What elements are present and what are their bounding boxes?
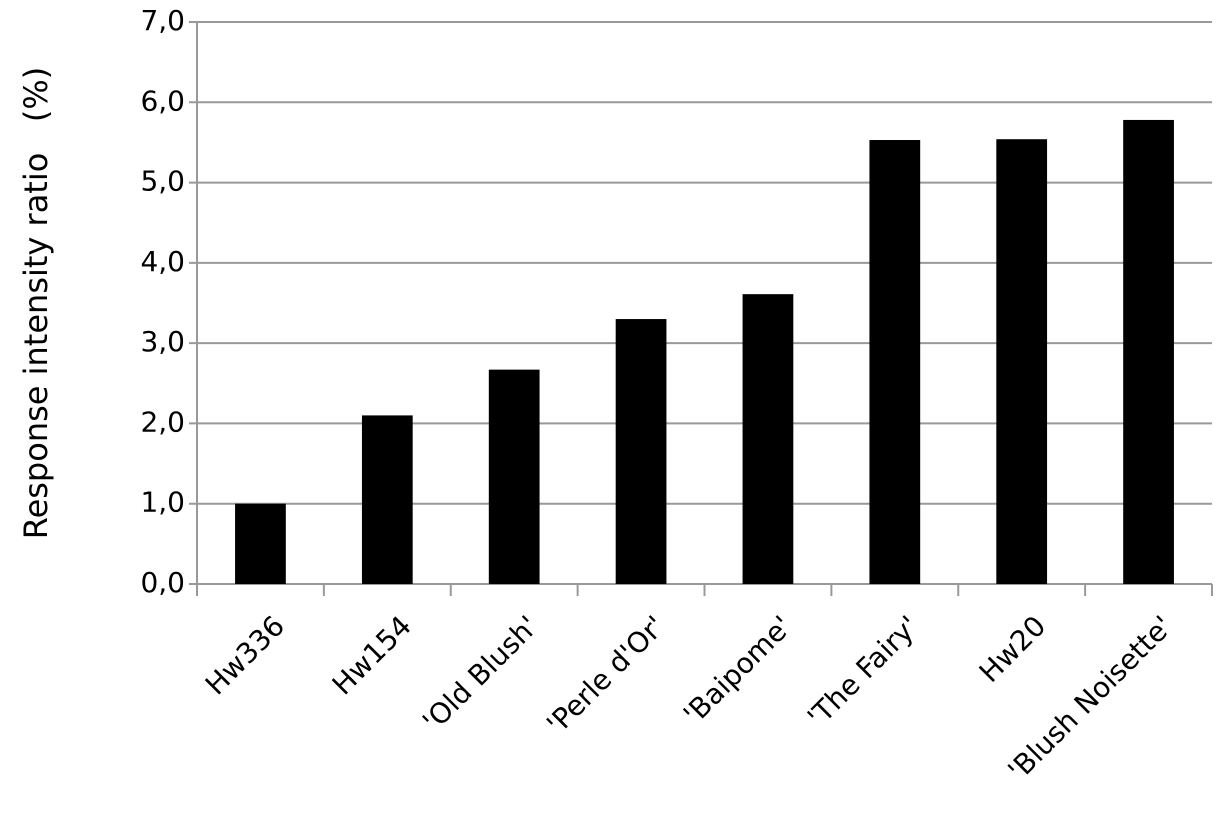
y-tick-label: 0,0 bbox=[140, 566, 185, 599]
y-tick-label: 2,0 bbox=[140, 405, 185, 438]
x-tick-label: 'Old Blush' bbox=[416, 609, 545, 738]
bar bbox=[235, 503, 286, 584]
bar bbox=[996, 139, 1048, 584]
y-tick-label: 4,0 bbox=[140, 245, 185, 278]
bar bbox=[615, 319, 667, 584]
y-tick-label: 7,0 bbox=[140, 4, 185, 37]
bar bbox=[1123, 119, 1174, 584]
y-tick-label: 3,0 bbox=[140, 325, 185, 358]
x-tick-label: Hw20 bbox=[973, 609, 1053, 689]
x-tick-label: Hw336 bbox=[199, 609, 291, 701]
bar bbox=[742, 294, 794, 584]
y-tick-label: 6,0 bbox=[140, 84, 185, 117]
bar bbox=[361, 415, 413, 584]
y-tick-label: 5,0 bbox=[140, 165, 185, 198]
x-tick-label: 'Perle d'Or' bbox=[540, 609, 671, 740]
x-tick-label: Hw154 bbox=[326, 609, 418, 701]
y-axis-label: Response intensity ratio (%) bbox=[17, 67, 55, 539]
bar bbox=[488, 369, 540, 584]
x-tick-label: 'Baipome' bbox=[677, 609, 799, 731]
x-tick-label: 'The Fairy' bbox=[801, 609, 925, 733]
bar bbox=[869, 140, 921, 584]
y-tick-label: 1,0 bbox=[140, 486, 185, 519]
